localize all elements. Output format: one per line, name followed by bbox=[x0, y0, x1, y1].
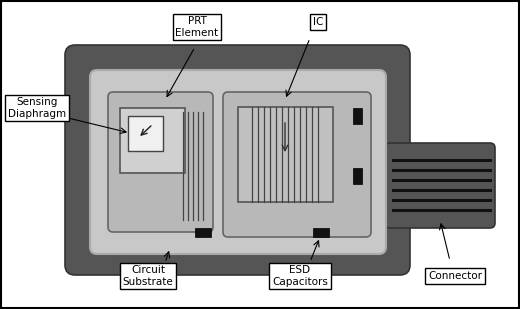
FancyBboxPatch shape bbox=[385, 143, 495, 228]
FancyBboxPatch shape bbox=[108, 92, 213, 232]
Text: PRT
Element: PRT Element bbox=[175, 16, 218, 38]
FancyBboxPatch shape bbox=[223, 92, 371, 237]
Text: ESD
Capacitors: ESD Capacitors bbox=[272, 265, 328, 287]
Bar bbox=[313, 228, 329, 237]
FancyBboxPatch shape bbox=[65, 45, 410, 275]
Text: Connector: Connector bbox=[428, 271, 482, 281]
Bar bbox=[128, 116, 163, 151]
Text: Circuit
Substrate: Circuit Substrate bbox=[123, 265, 173, 287]
Bar bbox=[120, 108, 185, 173]
FancyBboxPatch shape bbox=[90, 70, 386, 254]
Bar bbox=[353, 168, 362, 184]
Bar bbox=[353, 108, 362, 124]
Bar bbox=[195, 228, 211, 237]
Text: IC: IC bbox=[313, 17, 323, 27]
Text: Sensing
Diaphragm: Sensing Diaphragm bbox=[8, 97, 66, 119]
Bar bbox=[238, 107, 333, 202]
